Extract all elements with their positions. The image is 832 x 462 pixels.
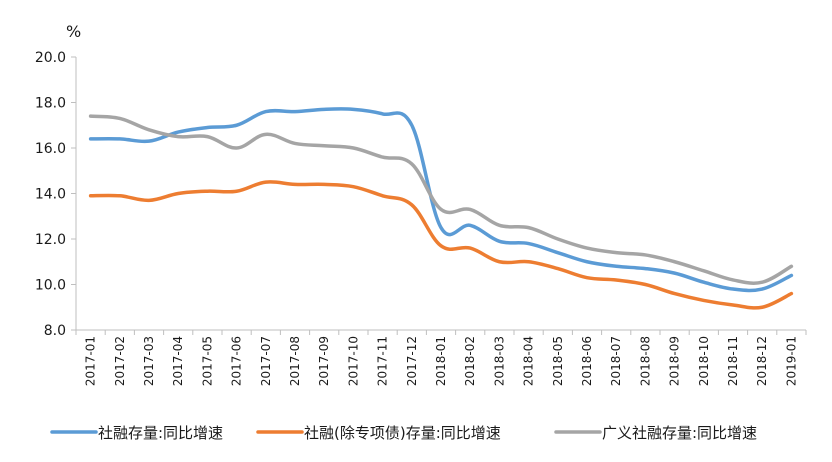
y-tick-label: 14.0 [35,187,66,203]
x-tick-label: 2018-10 [697,336,711,386]
x-tick-label: 2017-08 [288,336,302,386]
x-tick-label: 2017-02 [113,336,127,386]
legend-label-1: 社融存量:同比增速 [98,424,223,442]
series-line-2 [88,180,794,310]
y-tick-label: 16.0 [35,141,66,157]
x-tick-label: 2017-03 [142,336,156,386]
series-line-1 [88,107,794,293]
x-axis: 2017-01 2017-02 2017-03 2017-04 2017-05 2017-… [75,329,807,386]
x-tick-label: 2018-08 [638,336,652,386]
y-tick-label: 12.0 [35,232,66,248]
x-tick-label: 2019-01 [784,336,798,386]
x-tick-label: 2018-06 [580,336,594,386]
y-tick-label: 8.0 [44,323,66,339]
x-tick-label: 2018-02 [463,336,477,386]
x-tick-label: 2017-11 [376,336,390,386]
y-tick-label: 18.0 [35,96,66,112]
series-line-3 [88,114,794,285]
x-tick-label: 2017-04 [171,336,185,386]
y-unit-label: % [66,22,81,41]
x-tick-label: 2017-01 [84,336,98,386]
legend-label-2: 社融(除专项债)存量:同比增速 [304,424,501,442]
x-tick-label: 2018-03 [492,336,506,386]
x-tick-label: 2018-12 [755,336,769,386]
x-tick-label: 2018-09 [668,336,682,386]
x-tick-label: 2018-11 [726,336,740,386]
x-tick-label: 2017-06 [230,336,244,386]
y-tick-label: 10.0 [35,278,66,294]
y-tick-label: 20.0 [35,50,66,66]
series-lines [88,107,794,310]
x-tick-label: 2017-07 [259,336,273,386]
x-tick-label: 2018-01 [434,336,448,386]
legend-label-3: 广义社融存量:同比增速 [602,424,757,442]
y-axis: 8.0 10.0 12.0 14.0 16.0 18.0 20.0 [35,50,77,339]
x-tick-label: 2017-05 [200,336,214,386]
x-tick-label: 2017-09 [317,336,331,386]
x-tick-label: 2018-05 [551,336,565,386]
x-tick-label: 2018-07 [609,336,623,386]
legend: 社融存量:同比增速 社融(除专项债)存量:同比增速 广义社融存量:同比增速 [50,424,757,442]
x-tick-label: 2017-12 [405,336,419,386]
x-tick-label: 2017-10 [346,336,360,386]
x-tick-label: 2018-04 [522,336,536,386]
